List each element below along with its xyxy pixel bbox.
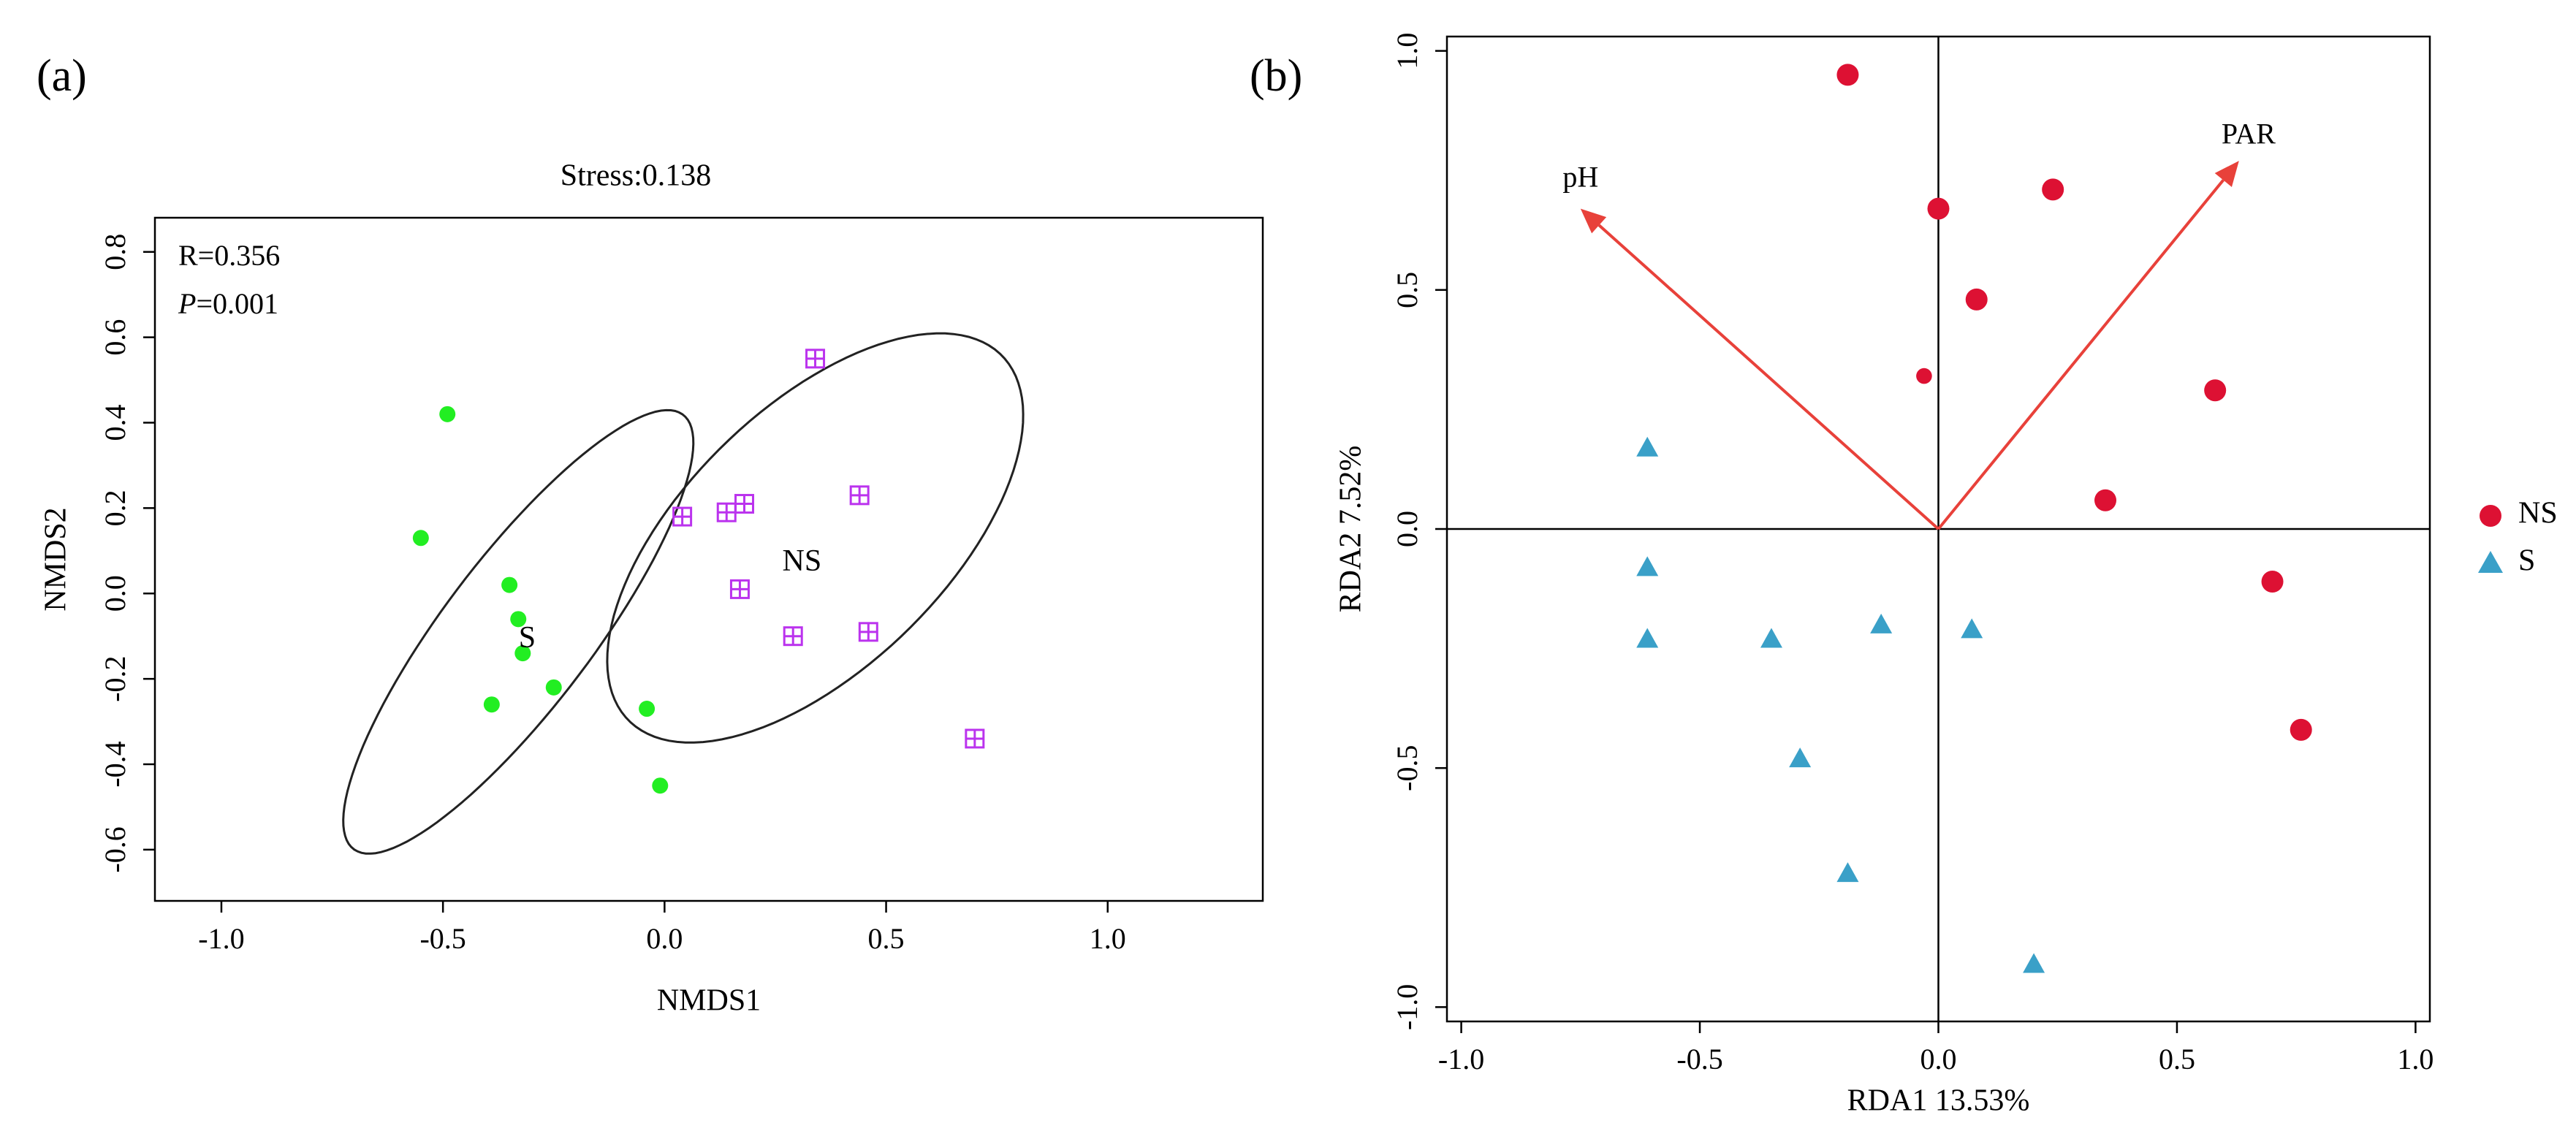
y-axis-label: RDA2 7.52% [1334,446,1368,613]
point-ns [2204,379,2227,402]
point-s [1636,556,1659,576]
legend-marker-ns [2480,505,2501,527]
p-value: P=0.001 [178,287,278,320]
y-tick-label: 0.0 [1391,511,1424,547]
x-tick-label: 0.5 [868,922,905,955]
point-s [501,576,518,593]
y-tick-label: 0.5 [1391,272,1424,308]
point-ns [2042,178,2064,201]
point-ns [2094,489,2117,511]
point-s [1836,862,1859,883]
point-ns [1916,368,1932,384]
point-s [1789,747,1812,768]
x-tick-label: 0.5 [2159,1043,2195,1076]
point-ns [783,626,803,647]
x-tick-label: 1.0 [2397,1043,2433,1076]
point-ns [1927,197,1950,220]
y-tick-label: -0.6 [99,826,132,872]
p-number: =0.001 [196,287,278,320]
legend-label-ns: NS [2518,497,2558,530]
y-tick-label: 0.2 [99,490,132,526]
p-symbol: P [178,287,196,320]
x-axis-label: NMDS1 [657,984,761,1018]
point-s [1961,618,1983,639]
point-ns [2261,570,2284,593]
group-label-ns: NS [782,544,821,578]
panel-b: (b) -1.0 -0.5 0.0 0.5 1.0 -1.0 -0.5 0.0 0.5 1.0 RDA… [1250,33,2558,1118]
arrow-label-ph: pH [1562,160,1598,193]
point-ns [672,506,693,527]
y-tick-label: 0.4 [99,405,132,441]
x-tick-label: 1.0 [1090,922,1126,955]
point-ns [716,502,737,522]
arrow-label-par: PAR [2222,118,2276,151]
x-axis-label: RDA1 13.53% [1847,1084,2030,1118]
x-tick-label: 0.0 [646,922,683,955]
legend-label-s: S [2518,544,2535,578]
point-s [1636,628,1659,648]
x-tick-label: -0.5 [1676,1043,1722,1076]
y-tick-label: -1.0 [1391,984,1424,1030]
point-s [652,777,669,794]
point-ns [849,485,870,506]
ellipse-ns [606,332,1025,744]
x-tick-label: -1.0 [1438,1043,1484,1076]
arrow-head-ph [1580,208,1607,234]
point-ns [734,494,755,514]
panel-a: (a) Stress:0.138 -1.0 -0.5 0.0 0.5 1.0 -0.6 -0.4… [37,51,1264,1018]
point-ns [729,579,750,599]
x-tick-label: -0.5 [419,922,466,955]
point-s [1760,628,1782,648]
y-tick-label: 0.8 [99,234,132,270]
x-tick-label: -1.0 [198,922,244,955]
x-tick-label: 0.0 [1920,1043,1957,1076]
y-tick-label: 1.0 [1391,33,1424,69]
point-s [510,611,527,628]
r-statistic: R=0.356 [178,239,280,272]
point-ns [1965,288,1988,311]
point-s [439,406,456,422]
point-ns [1836,64,1859,86]
point-ns [805,349,826,369]
legend-marker-s [2478,551,2503,573]
y-axis-label: NMDS2 [39,507,73,611]
y-tick-label: 0.0 [99,575,132,612]
point-s [2023,953,2045,973]
panel-letter-a: (a) [37,51,87,101]
point-s [514,645,531,662]
y-tick-label: -0.5 [1391,745,1424,791]
point-s [412,530,429,547]
point-ns [858,622,878,642]
legend: NS S [2478,497,2558,578]
chart-title: Stress:0.138 [561,159,712,193]
panel-letter-b: (b) [1250,51,1302,101]
point-s [545,679,562,696]
point-s [1636,436,1659,457]
y-tick-label: -0.4 [99,741,132,787]
point-s [1870,613,1893,633]
point-s [639,701,656,717]
y-tick-label: -0.2 [99,655,132,701]
ellipse-s [342,408,695,855]
arrow-ph [1597,224,1939,530]
point-s [483,696,500,713]
arrow-par [1937,179,2224,530]
point-ns [965,728,985,749]
point-ns [2290,718,2312,741]
arrow-head-par [2214,161,2239,187]
plot-frame [153,216,1264,902]
y-tick-label: 0.6 [99,319,132,356]
group-label-s: S [519,621,536,655]
